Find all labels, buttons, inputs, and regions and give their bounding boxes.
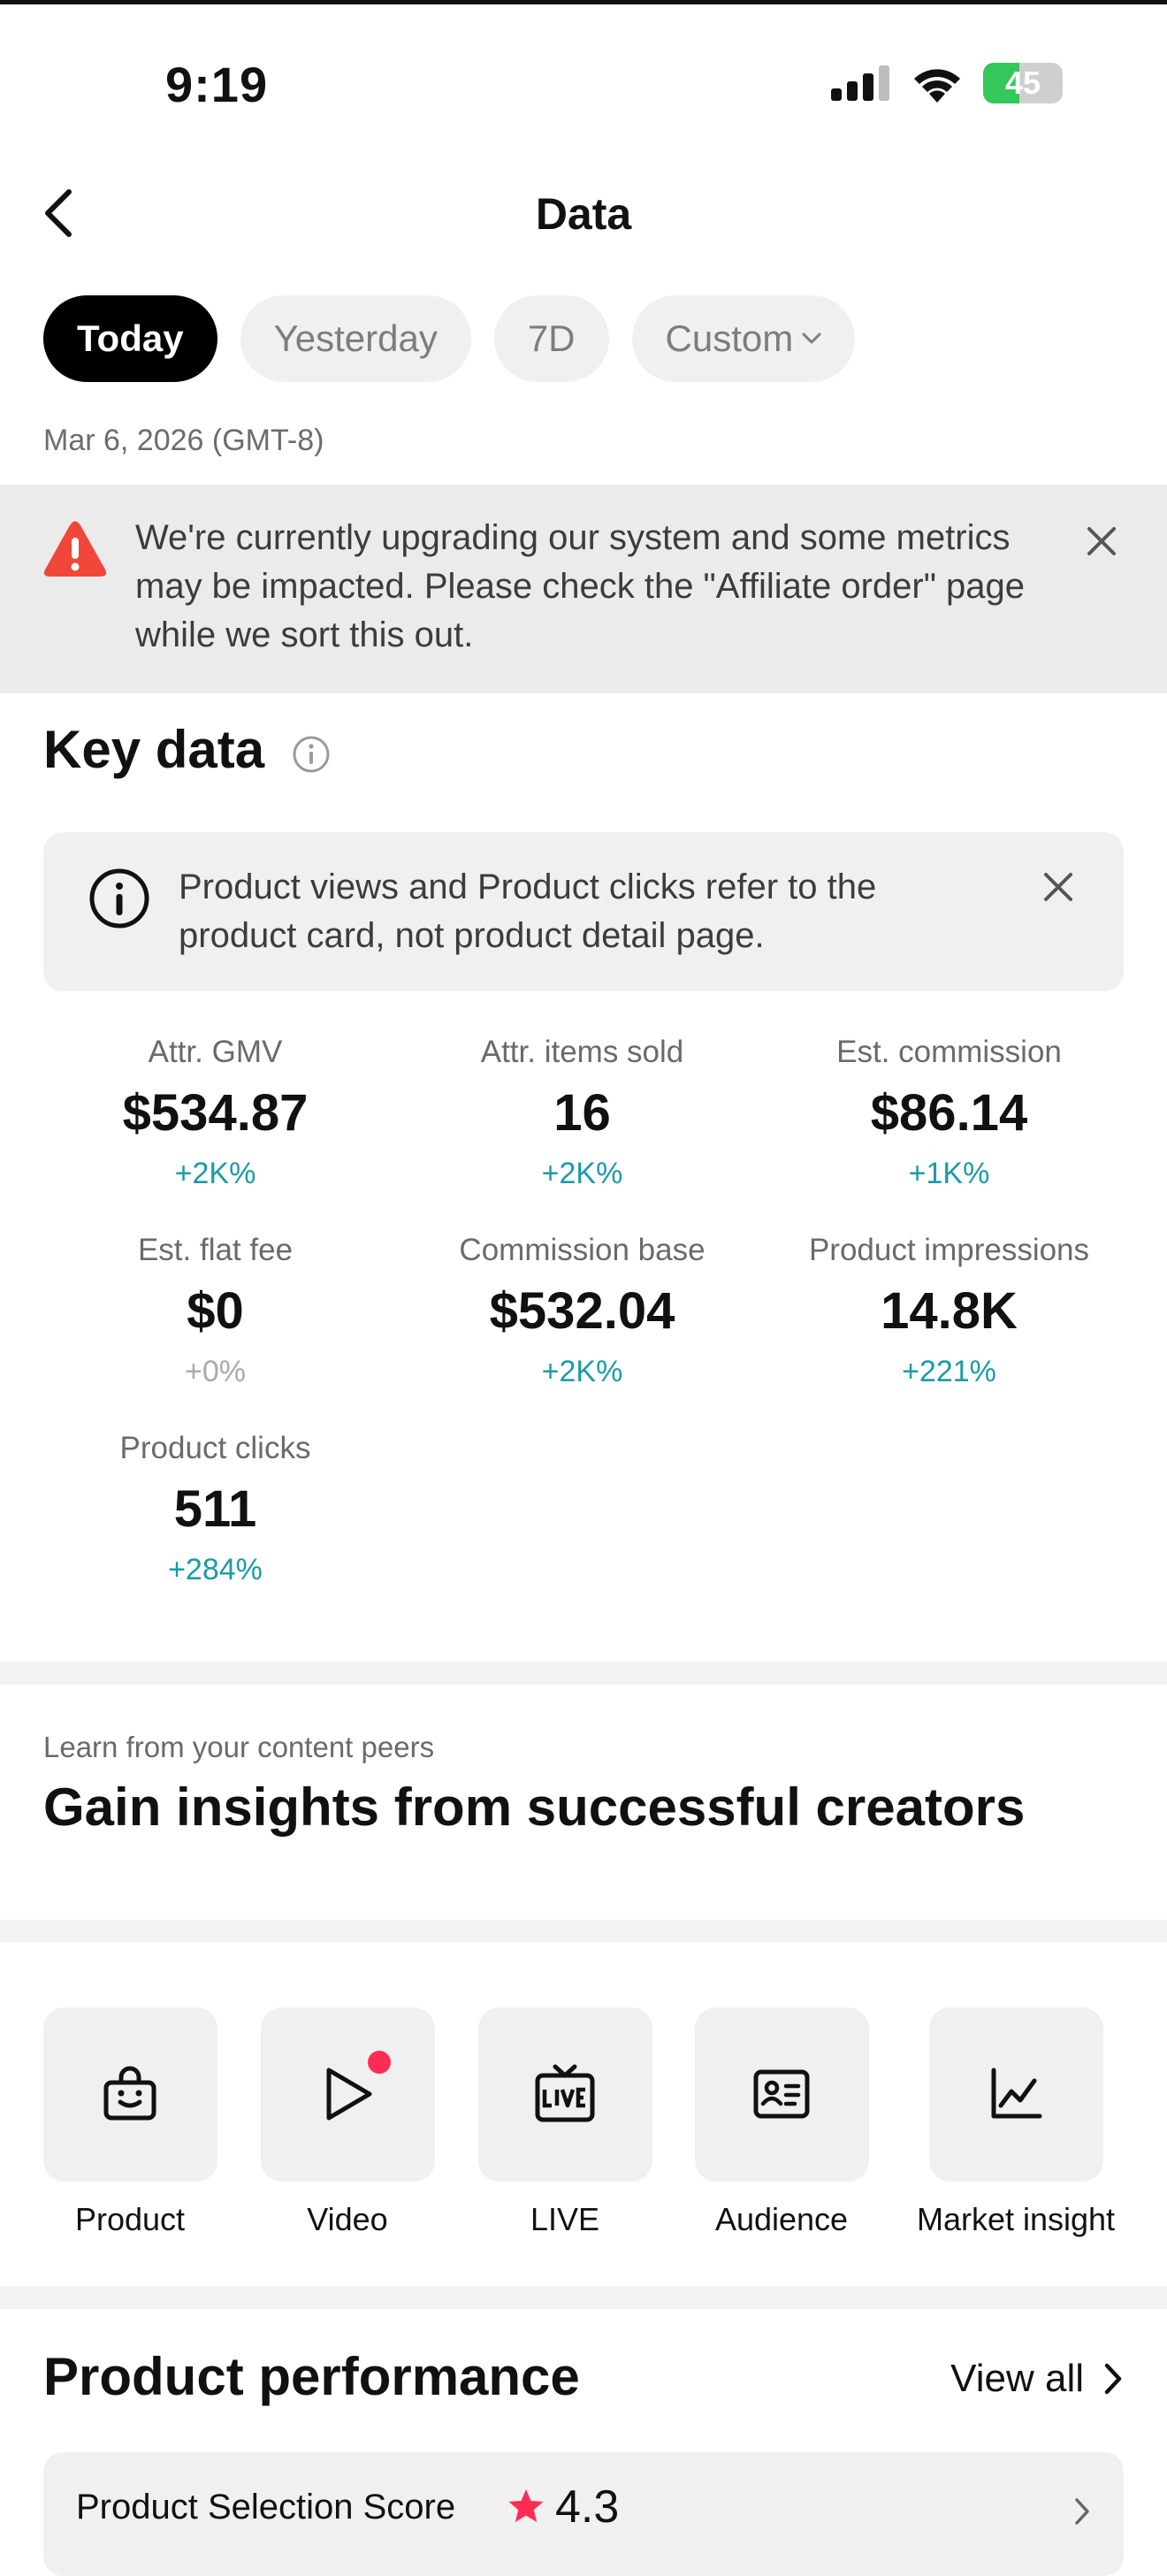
tab-yesterday[interactable]: Yesterday <box>240 295 471 382</box>
play-icon <box>326 2068 372 2121</box>
status-time: 9:19 <box>165 57 269 112</box>
metric-change: +2K% <box>541 1157 623 1190</box>
metric-change: +221% <box>902 1355 996 1388</box>
info-notice <box>43 832 1124 991</box>
info-circle-icon <box>89 868 149 929</box>
section-divider <box>0 1662 1167 1685</box>
metric-label: Commission base <box>459 1233 706 1267</box>
tool-label-market-insight: Market insight <box>916 2201 1116 2237</box>
metric-attr-items-sold[interactable]: Attr. items sold 16 +2K% <box>399 1035 766 1191</box>
metric-value: $0 <box>187 1282 244 1340</box>
section-title-key-data: Key data <box>43 720 265 779</box>
view-all-link[interactable]: View all <box>950 2357 1123 2401</box>
tab-7d[interactable]: 7D <box>493 295 609 382</box>
peers-title[interactable]: Gain insights from successful creators <box>43 1777 1026 1837</box>
close-icon[interactable] <box>1041 869 1076 905</box>
metric-value: $532.04 <box>489 1282 675 1340</box>
metric-product-impressions[interactable]: Product impressions 14.8K +221% <box>766 1233 1133 1389</box>
view-all-label: View all <box>950 2357 1084 2400</box>
metric-label: Attr. items sold <box>480 1035 684 1069</box>
metric-commission-base[interactable]: Commission base $532.04 +2K% <box>399 1233 766 1389</box>
tab-today[interactable]: Today <box>43 295 217 382</box>
tool-label-video: Video <box>307 2201 388 2237</box>
status-icons: 45 <box>831 63 1063 103</box>
metric-label: Est. commission <box>836 1035 1062 1069</box>
warning-message: We're currently upgrading our system and… <box>135 518 1025 654</box>
section-divider <box>0 1920 1167 1943</box>
id-card-icon <box>753 2069 810 2119</box>
metric-label: Product impressions <box>808 1233 1090 1267</box>
tool-audience-button[interactable] <box>695 2007 869 2182</box>
metric-est-commission[interactable]: Est. commission $86.14 +1K% <box>766 1035 1133 1191</box>
back-arrow-icon[interactable] <box>37 187 81 240</box>
battery-icon: 45 <box>983 63 1063 103</box>
tool-label-product: Product <box>74 2201 186 2237</box>
tool-label-live: LIVE <box>530 2201 600 2237</box>
metric-value: 16 <box>553 1084 611 1142</box>
tool-label-audience: Audience <box>714 2201 849 2237</box>
metric-est-flat-fee[interactable]: Est. flat fee $0 +0% <box>32 1233 399 1389</box>
metric-label: Est. flat fee <box>137 1233 294 1267</box>
metric-change: +0% <box>185 1355 246 1388</box>
metric-value: $534.87 <box>122 1084 309 1142</box>
metric-change: +284% <box>168 1553 263 1586</box>
product-selection-score-label: Product Selection Score <box>76 2488 456 2526</box>
metric-label: Attr. GMV <box>148 1035 283 1069</box>
battery-level: 45 <box>1004 65 1041 101</box>
product-selection-score-value: 4.3 <box>555 2481 620 2533</box>
tool-live-button[interactable] <box>478 2007 652 2182</box>
tool-video-button[interactable] <box>261 2007 435 2182</box>
wifi-icon <box>914 69 960 103</box>
info-notice-text: Product views and Product clicks refer t… <box>179 868 877 955</box>
page-title: Data <box>535 189 632 239</box>
chevron-down-icon <box>802 333 821 344</box>
tool-market-insight-button[interactable] <box>929 2007 1103 2182</box>
notification-dot <box>368 2051 391 2074</box>
metric-value: 511 <box>173 1480 257 1538</box>
metric-value: $86.14 <box>870 1084 1028 1142</box>
metric-product-clicks[interactable]: Product clicks 511 +284% <box>32 1431 399 1587</box>
peers-subtitle: Learn from your content peers <box>43 1731 435 1763</box>
chevron-right-icon <box>1104 2363 1122 2395</box>
metric-value: 14.8K <box>881 1282 1018 1340</box>
shopping-bag-icon <box>103 2066 156 2121</box>
section-divider <box>0 2286 1167 2309</box>
line-chart-icon <box>991 2068 1042 2119</box>
metric-attr-gmv[interactable]: Attr. GMV $534.87 +2K% <box>32 1035 399 1191</box>
chevron-right-icon <box>1075 2498 1089 2525</box>
tool-product-button[interactable] <box>43 2007 217 2182</box>
info-icon[interactable] <box>292 735 331 774</box>
close-icon[interactable] <box>1084 524 1119 559</box>
date-range-tabs: Today Yesterday 7D Custom <box>43 295 856 382</box>
metric-change: +1K% <box>908 1157 990 1190</box>
warning-icon <box>43 521 107 577</box>
metric-change: +2K% <box>541 1355 623 1388</box>
tab-custom-label: Custom <box>665 317 794 359</box>
cellular-signal-icon <box>831 65 889 101</box>
metric-label: Product clicks <box>119 1431 311 1465</box>
star-icon <box>508 2489 544 2522</box>
metric-change: +2K% <box>174 1157 256 1190</box>
section-title-product-performance: Product performance <box>43 2347 580 2406</box>
live-tv-icon <box>535 2064 595 2122</box>
tab-custom[interactable]: Custom <box>631 295 856 382</box>
date-range-label: Mar 6, 2026 (GMT-8) <box>43 424 324 457</box>
warning-banner <box>0 485 1167 693</box>
